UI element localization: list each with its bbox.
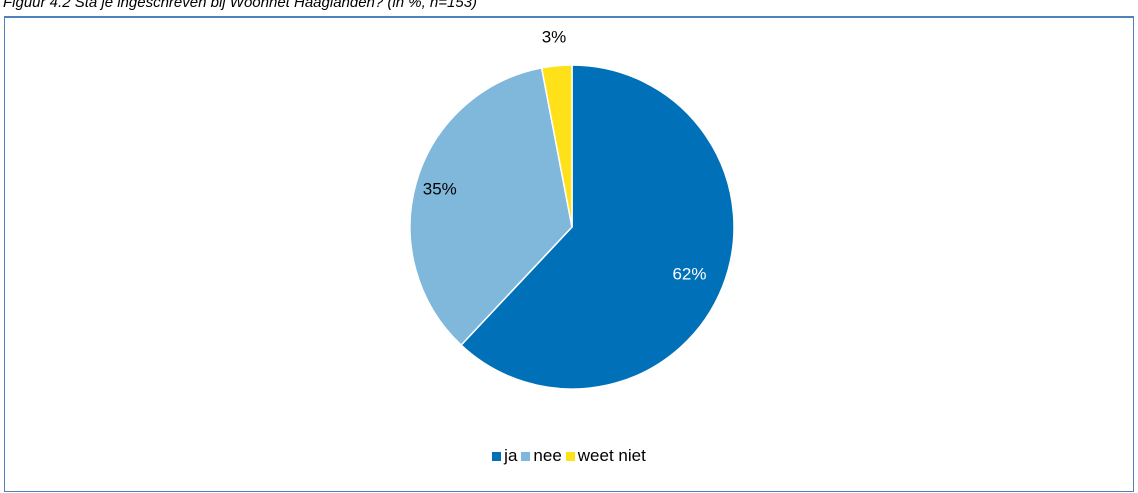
chart-frame <box>4 16 1134 492</box>
legend-item-ja: ja <box>492 446 517 466</box>
legend-swatch-weet-niet <box>565 451 575 461</box>
legend-label-nee: nee <box>533 446 562 465</box>
legend-label-ja: ja <box>504 446 518 465</box>
pie-slice-weet-niet <box>540 64 573 228</box>
legend-swatch-nee <box>521 451 531 461</box>
legend-item-weet-niet: weet niet <box>565 446 646 466</box>
data-label-ja: 62% <box>672 265 706 284</box>
legend-label-weet-niet: weet niet <box>577 446 646 465</box>
figure-caption: Figuur 4.2 Sta je ingeschreven bij Woonn… <box>3 0 478 11</box>
data-label-weet-niet: 3% <box>542 28 567 47</box>
pie-slice-nee <box>409 66 573 347</box>
legend-item-nee: nee <box>521 446 562 466</box>
pie-slice-ja <box>460 64 735 390</box>
chart-legend: ja nee weet niet <box>0 446 1138 466</box>
legend-swatch-ja <box>492 451 502 461</box>
data-label-nee: 35% <box>423 180 457 199</box>
